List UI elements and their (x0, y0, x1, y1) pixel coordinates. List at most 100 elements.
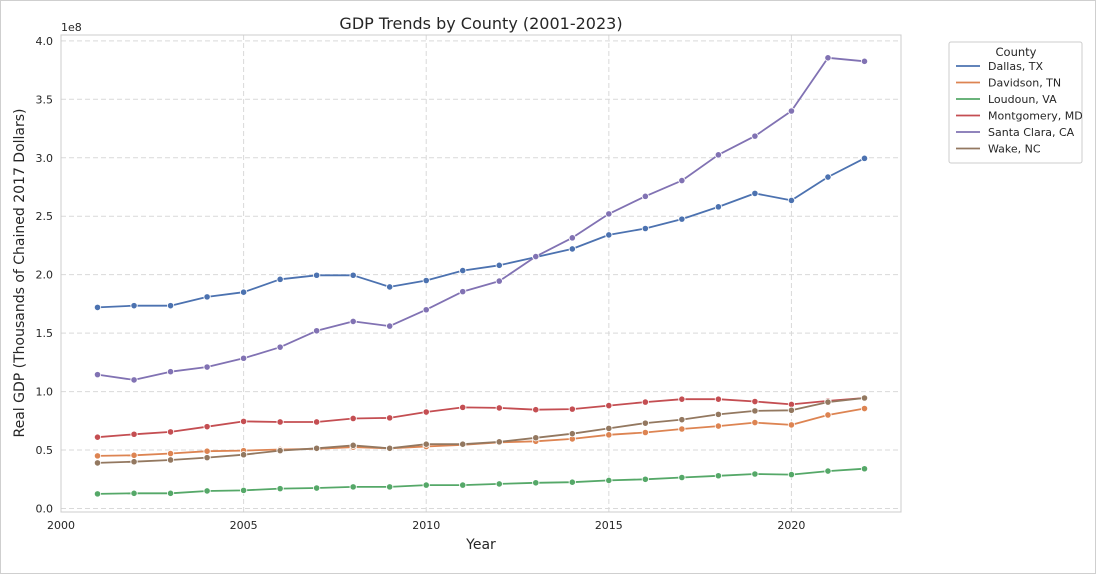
legend-items: Dallas, TX Davidson, TN Loudoun, VA Montgom… (956, 60, 1083, 156)
series-montgomery-md (93, 394, 869, 441)
data-point (714, 422, 722, 430)
data-point (714, 472, 722, 480)
data-point (605, 476, 613, 485)
data-point (166, 456, 175, 464)
data-point (824, 398, 832, 406)
data-point (130, 458, 138, 466)
y-tick-label: 2.5 (36, 210, 54, 223)
legend: County Dallas, TX Davidson, TN Loudoun, VA… (948, 41, 1083, 164)
data-point (751, 407, 759, 415)
y-tick-label: 1.5 (36, 327, 54, 340)
data-point (203, 293, 211, 301)
plot-frame (60, 34, 902, 513)
chart-title: GDP Trends by County (2001-2023) (339, 14, 622, 33)
y-tick-label: 0.5 (36, 444, 54, 457)
data-point (386, 322, 394, 330)
y-tick-label: 3.5 (36, 93, 54, 106)
data-point (714, 410, 722, 418)
data-point (714, 395, 722, 403)
legend-title: County (996, 45, 1037, 59)
data-point (495, 277, 503, 285)
legend-label: Dallas, TX (988, 60, 1044, 73)
data-point (240, 288, 248, 296)
data-point (751, 132, 759, 140)
data-point (386, 414, 394, 422)
data-point (276, 343, 284, 351)
data-point (93, 490, 102, 498)
series-wake-nc (93, 394, 869, 467)
data-point (860, 394, 869, 402)
data-point (386, 483, 394, 491)
data-point (166, 489, 175, 497)
data-point (203, 454, 211, 462)
data-point (641, 398, 649, 406)
data-point (860, 57, 869, 65)
data-point (532, 252, 540, 261)
series-line (97, 467, 865, 495)
data-point (386, 444, 394, 452)
data-point (459, 403, 467, 411)
data-point (459, 288, 467, 296)
data-point (422, 440, 430, 448)
y-tick-label: 1.0 (36, 386, 54, 399)
x-tick-label: 2000 (47, 519, 75, 532)
data-point (751, 189, 759, 198)
data-point (495, 438, 503, 446)
data-point (203, 423, 211, 431)
data-point (459, 266, 467, 275)
legend-label: Wake, NC (988, 143, 1041, 156)
data-point (824, 54, 832, 62)
data-point (240, 354, 248, 362)
data-point (349, 483, 357, 491)
data-point (678, 473, 686, 482)
series-dallas-tx (93, 154, 869, 312)
data-point (203, 447, 211, 455)
data-point (641, 192, 649, 200)
data-point (860, 465, 869, 473)
data-point (751, 397, 759, 406)
data-point (349, 317, 357, 326)
data-point (860, 154, 869, 162)
data-point (130, 451, 138, 459)
y-tick-label: 3.0 (36, 152, 54, 165)
data-point (751, 470, 759, 478)
data-point (641, 428, 649, 437)
data-point (787, 406, 796, 414)
data-point (93, 433, 102, 441)
x-axis-label: Year (465, 537, 496, 553)
data-point (130, 376, 138, 384)
data-point (240, 451, 248, 459)
plot-area: 2000 2005 2010 2015 2020 0.0 0.5 1.0 1.5 2.0 2.5 3.… (36, 34, 902, 532)
x-tick-label: 2005 (230, 519, 258, 532)
data-point (605, 402, 613, 410)
series-line (97, 397, 865, 439)
series-line (97, 407, 865, 457)
data-point (824, 173, 832, 181)
legend-label: Davidson, TN (988, 77, 1061, 90)
data-point (824, 467, 832, 475)
data-point (641, 475, 649, 483)
data-point (130, 302, 138, 310)
data-point (240, 486, 248, 494)
data-point (313, 327, 321, 335)
data-point (714, 151, 722, 159)
data-point (605, 431, 613, 439)
data-point (459, 481, 467, 489)
data-point (93, 303, 102, 312)
data-point (313, 484, 321, 492)
data-point (349, 441, 357, 449)
data-point (678, 215, 686, 223)
data-point (130, 430, 138, 438)
data-point (641, 224, 649, 233)
data-point (166, 449, 175, 458)
data-point (678, 425, 686, 433)
data-point (824, 411, 832, 419)
data-point (532, 406, 540, 414)
legend-item: Montgomery, MD (956, 110, 1083, 123)
data-point (641, 419, 649, 427)
data-point (787, 421, 796, 429)
data-point (313, 444, 321, 452)
data-point (605, 210, 613, 218)
data-point (276, 418, 284, 426)
